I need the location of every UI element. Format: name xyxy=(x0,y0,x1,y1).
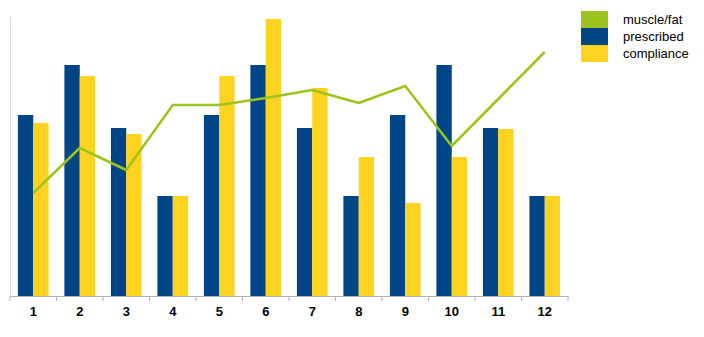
x-tick-label: 9 xyxy=(402,304,409,319)
category-separator xyxy=(382,296,383,301)
category-separator xyxy=(521,296,522,301)
category-separator xyxy=(103,296,104,301)
bar-series xyxy=(18,65,545,296)
bar xyxy=(312,88,327,296)
y-axis-line xyxy=(10,17,11,297)
x-tick-label: 6 xyxy=(262,304,269,319)
chart: 123456789101112muscle/fatprescribedcompl… xyxy=(0,0,704,337)
x-tick: 9 xyxy=(402,296,409,319)
x-axis: 123456789101112 xyxy=(10,296,569,319)
x-tick: 10 xyxy=(445,296,459,319)
x-tick: 5 xyxy=(216,296,223,319)
bar xyxy=(173,196,188,296)
x-tick-label: 5 xyxy=(216,304,223,319)
bar xyxy=(219,76,234,296)
category-separator xyxy=(149,296,150,301)
legend: muscle/fat prescribed compliance xyxy=(581,11,689,62)
x-tick: 12 xyxy=(538,296,552,319)
y-axis xyxy=(10,17,11,297)
x-tick: 2 xyxy=(76,296,83,319)
bar xyxy=(529,196,544,296)
bar xyxy=(452,157,467,296)
legend-label: compliance xyxy=(623,46,689,61)
bar xyxy=(204,115,219,296)
legend-item: compliance xyxy=(581,45,689,62)
bar-series xyxy=(33,19,560,296)
x-tick: 3 xyxy=(123,296,130,319)
legend-swatch xyxy=(581,45,608,62)
legend-item: prescribed xyxy=(581,28,684,45)
bar xyxy=(359,157,374,296)
bar xyxy=(111,128,126,296)
category-separator xyxy=(475,296,476,301)
legend-swatch xyxy=(581,28,608,45)
bar xyxy=(545,196,560,296)
x-tick-label: 1 xyxy=(30,304,37,319)
x-tick: 8 xyxy=(355,296,362,319)
bar xyxy=(498,129,513,296)
bar xyxy=(157,196,172,296)
x-tick: 6 xyxy=(262,296,269,319)
category-separator xyxy=(10,296,11,301)
legend-label: prescribed xyxy=(623,29,684,44)
x-tick-label: 12 xyxy=(538,304,552,319)
x-tick-label: 7 xyxy=(309,304,316,319)
category-separator xyxy=(568,296,569,301)
bar xyxy=(18,115,33,296)
legend-swatch xyxy=(581,11,608,28)
bar xyxy=(436,65,451,296)
category-separator xyxy=(335,296,336,301)
category-separator xyxy=(242,296,243,301)
bar xyxy=(80,76,95,296)
plot: 123456789101112 xyxy=(10,17,569,320)
bar xyxy=(483,128,498,296)
category-separator xyxy=(289,296,290,301)
bar xyxy=(343,196,358,296)
legend-item: muscle/fat xyxy=(581,11,683,28)
x-tick-label: 11 xyxy=(491,304,505,319)
x-tick: 7 xyxy=(309,296,316,319)
x-tick-label: 3 xyxy=(123,304,130,319)
bar xyxy=(64,65,79,296)
bar xyxy=(297,128,312,296)
marks xyxy=(18,19,560,296)
bar xyxy=(405,203,420,296)
bar xyxy=(266,19,281,296)
bar xyxy=(390,115,405,296)
line xyxy=(33,52,545,193)
x-tick: 11 xyxy=(491,296,505,319)
category-separator xyxy=(428,296,429,301)
legend-label: muscle/fat xyxy=(623,12,683,27)
x-tick: 4 xyxy=(169,296,177,319)
category-separator xyxy=(196,296,197,301)
x-tick-label: 8 xyxy=(355,304,362,319)
bar xyxy=(33,123,48,296)
x-tick-label: 2 xyxy=(76,304,83,319)
x-tick: 1 xyxy=(30,296,37,319)
x-tick-label: 10 xyxy=(445,304,459,319)
x-tick-label: 4 xyxy=(169,304,177,319)
category-separator xyxy=(56,296,57,301)
